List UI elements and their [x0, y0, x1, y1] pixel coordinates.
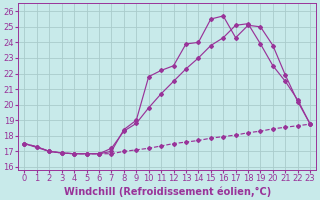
X-axis label: Windchill (Refroidissement éolien,°C): Windchill (Refroidissement éolien,°C)	[64, 186, 271, 197]
